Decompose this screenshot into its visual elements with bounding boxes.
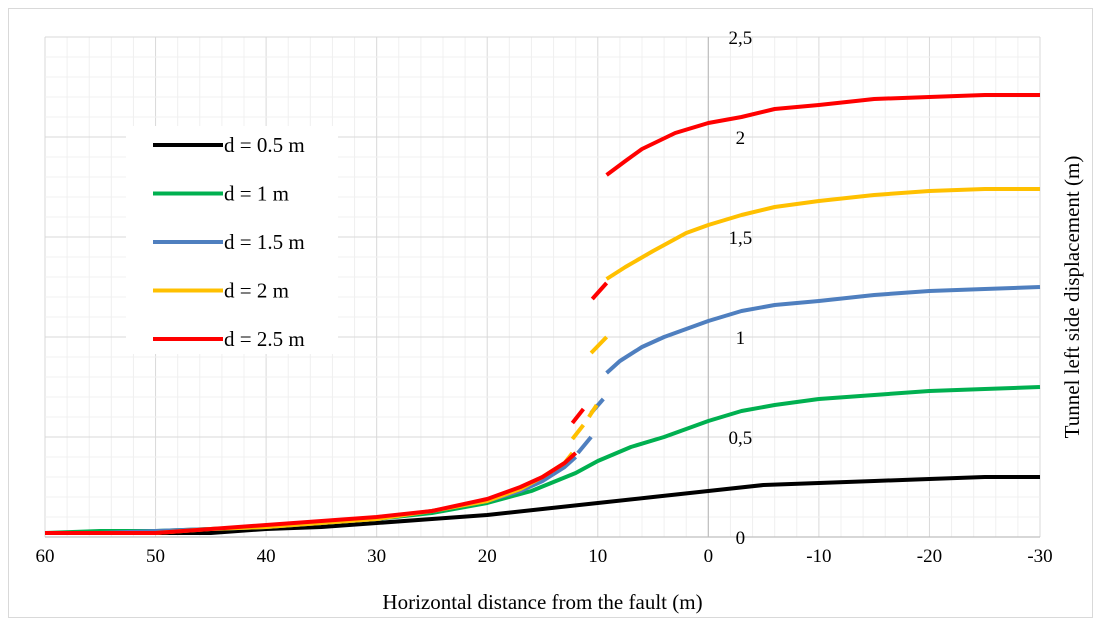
legend-label: d = 1 m xyxy=(224,182,289,206)
legend-item: d = 2 m xyxy=(153,279,289,303)
series-2 xyxy=(44,385,1041,535)
legend-label: d = 2.5 m xyxy=(224,327,305,351)
y-axis-label: Tunnel left side displacement (m) xyxy=(1060,156,1084,439)
x-tick-label: 0 xyxy=(704,546,714,567)
legend-item: d = 1.5 m xyxy=(153,230,305,254)
series-line xyxy=(45,451,578,535)
series-line xyxy=(44,385,1041,535)
x-tick-label: 30 xyxy=(367,546,386,567)
series-line xyxy=(570,407,585,425)
x-tick-label: -10 xyxy=(806,546,831,567)
series-5 xyxy=(45,93,1040,535)
series-line xyxy=(45,475,1040,535)
series-line xyxy=(576,435,593,455)
series-1 xyxy=(45,475,1040,535)
axes xyxy=(45,37,1040,538)
series-line xyxy=(590,281,609,301)
y-tick-label: 1,5 xyxy=(728,228,752,249)
series-line xyxy=(589,335,609,355)
legend-label: d = 2 m xyxy=(224,279,289,303)
x-tick-label: -30 xyxy=(1027,546,1052,567)
x-tick-label: 40 xyxy=(257,546,276,567)
legend-item: d = 0.5 m xyxy=(153,133,305,157)
x-tick-label: 10 xyxy=(588,546,607,567)
y-tick-label: 1 xyxy=(736,328,746,349)
y-tick-label: 0,5 xyxy=(728,428,752,449)
x-tick-label: -20 xyxy=(917,546,942,567)
legend-item: d = 2.5 m xyxy=(153,327,305,351)
legend-item: d = 1 m xyxy=(153,182,289,206)
series-line xyxy=(605,93,1040,177)
series-line xyxy=(605,187,1040,281)
y-tick-label: 0 xyxy=(736,528,746,549)
x-tick-label: 60 xyxy=(36,546,55,567)
series-line xyxy=(570,423,585,441)
legend: d = 0.5 m d = 1 m d = 1.5 m d = 2 m d = 2.5 … xyxy=(126,126,338,354)
y-tick-label: 2,5 xyxy=(728,28,752,49)
series-group xyxy=(44,93,1041,535)
x-axis-label: Horizontal distance from the fault (m) xyxy=(382,590,702,614)
x-tick-label: 20 xyxy=(478,546,497,567)
legend-label: d = 0.5 m xyxy=(224,133,305,157)
x-tick-label: 50 xyxy=(146,546,165,567)
legend-label: d = 1.5 m xyxy=(224,230,305,254)
chart-frame xyxy=(8,8,1093,618)
series-line xyxy=(605,285,1041,375)
series-line xyxy=(587,403,599,419)
tick-labels: 60 50 40 30 20 10 0 -10 -20 -30 0 0,5 1 1,5 2 2,5 xyxy=(36,28,1053,567)
y-tick-label: 2 xyxy=(736,128,746,149)
